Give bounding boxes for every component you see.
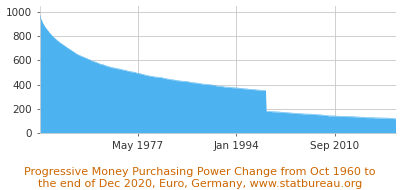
Text: Progressive Money Purchasing Power Change from Oct 1960 to
the end of Dec 2020, : Progressive Money Purchasing Power Chang… bbox=[24, 167, 376, 189]
